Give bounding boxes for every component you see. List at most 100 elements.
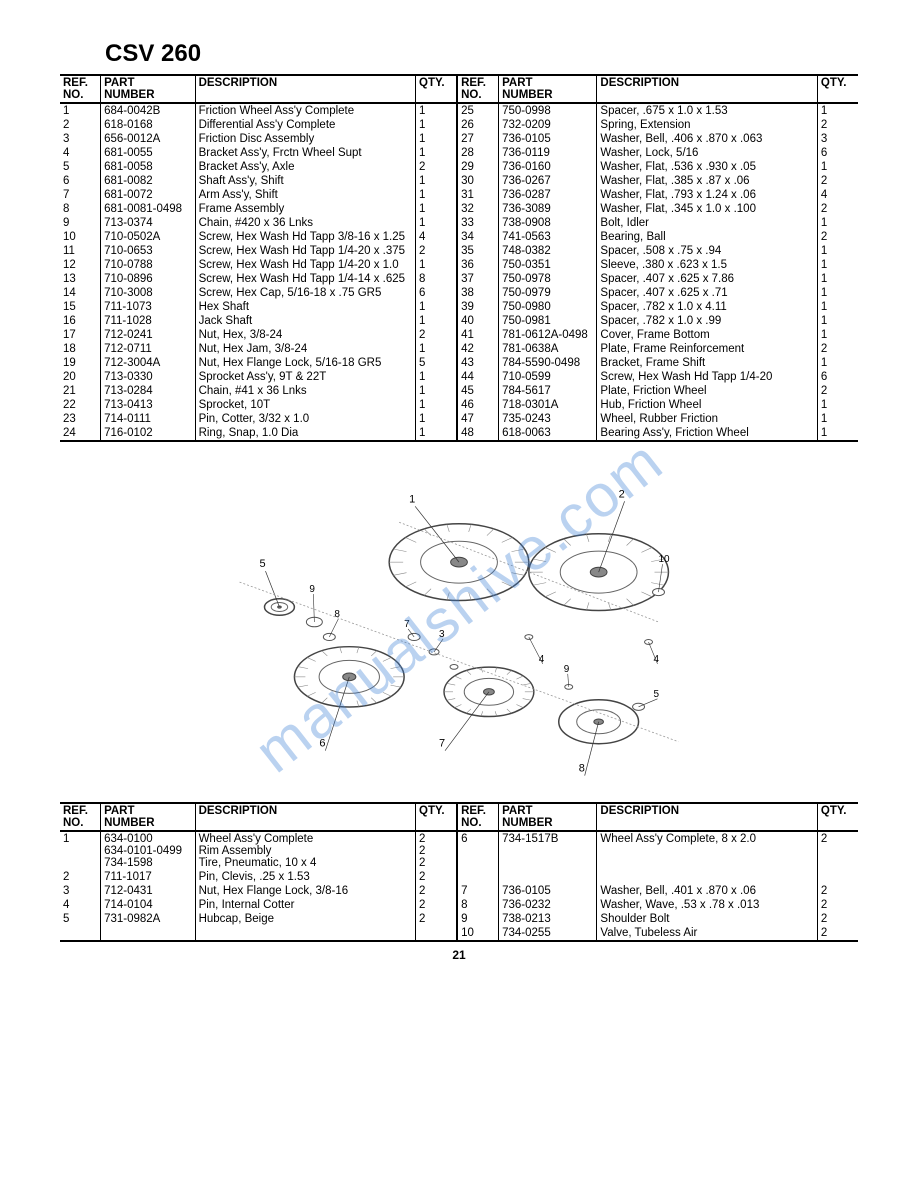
cell-desc: Sleeve, .380 x .623 x 1.5 [597, 258, 817, 272]
cell-qty: 2 [416, 898, 458, 912]
cell-desc: Bracket Ass'y, Axle [195, 160, 415, 174]
cell-qty: 1 [817, 216, 858, 230]
cell-ref: 20 [60, 370, 101, 384]
cell-desc: Sprocket, 10T [195, 398, 415, 412]
table-row: 10734-0255Valve, Tubeless Air2 [60, 926, 858, 941]
cell-qty: 1 [416, 118, 458, 132]
cell-ref: 28 [457, 146, 499, 160]
table-row: 7681-0072Arm Ass'y, Shift131736-0287Wash… [60, 188, 858, 202]
cell-part: 736-0160 [499, 160, 597, 174]
cell-qty: 2 [817, 898, 858, 912]
cell-desc: Pin, Internal Cotter [195, 898, 415, 912]
cell-ref: 35 [457, 244, 499, 258]
cell-qty: 1 [817, 314, 858, 328]
cell-part: 710-0653 [101, 244, 196, 258]
cell-ref [457, 870, 499, 884]
cell-qty: 1 [416, 412, 458, 426]
cell-ref: 7 [60, 188, 101, 202]
cell-desc: Hub, Friction Wheel [597, 398, 817, 412]
th-ref2: REF.NO. [457, 75, 499, 103]
cell-qty: 2 [817, 926, 858, 941]
cell-part: 781-0612A-0498 [499, 328, 597, 342]
th-part2: PARTNUMBER [499, 75, 597, 103]
cell-ref: 1 [60, 831, 101, 870]
cell-part: 736-0287 [499, 188, 597, 202]
svg-text:4: 4 [654, 654, 660, 665]
cell-part: 656-0012A [101, 132, 196, 146]
svg-text:4: 4 [539, 654, 545, 665]
cell-qty: 1 [416, 132, 458, 146]
cell-desc: Wheel, Rubber Friction [597, 412, 817, 426]
cell-ref: 38 [457, 286, 499, 300]
table-row: 22713-0413Sprocket, 10T146718-0301AHub, … [60, 398, 858, 412]
parts-table-2: REF.NO. PARTNUMBER DESCRIPTION QTY. REF.… [60, 802, 858, 942]
cell-part: 736-0232 [499, 898, 597, 912]
cell-part: 750-0979 [499, 286, 597, 300]
cell-ref: 31 [457, 188, 499, 202]
svg-text:7: 7 [404, 619, 410, 630]
cell-qty: 1 [416, 174, 458, 188]
table-row: 15711-1073Hex Shaft139750-0980Spacer, .7… [60, 300, 858, 314]
cell-ref: 45 [457, 384, 499, 398]
cell-qty: 1 [416, 384, 458, 398]
cell-qty: 2 [416, 244, 458, 258]
cell-ref: 48 [457, 426, 499, 441]
cell-desc: Sprocket Ass'y, 9T & 22T [195, 370, 415, 384]
cell-part: 714-0104 [101, 898, 196, 912]
cell-qty: 1 [817, 412, 858, 426]
parts-table-1: REF.NO. PARTNUMBER DESCRIPTION QTY. REF.… [60, 74, 858, 442]
cell-qty: 1 [817, 328, 858, 342]
cell-ref: 40 [457, 314, 499, 328]
cell-ref: 43 [457, 356, 499, 370]
cell-desc: Washer, Flat, .385 x .87 x .06 [597, 174, 817, 188]
table-row: 10710-0502AScrew, Hex Wash Hd Tapp 3/8-1… [60, 230, 858, 244]
cell-part: 718-0301A [499, 398, 597, 412]
cell-part: 681-0058 [101, 160, 196, 174]
cell-desc: Washer, Flat, .536 x .930 x .05 [597, 160, 817, 174]
cell-desc: Spacer, .407 x .625 x .71 [597, 286, 817, 300]
cell-desc: Screw, Hex Wash Hd Tapp 3/8-16 x 1.25 [195, 230, 415, 244]
cell-qty: 1 [817, 160, 858, 174]
cell-ref: 36 [457, 258, 499, 272]
cell-ref: 47 [457, 412, 499, 426]
cell-qty: 1 [416, 300, 458, 314]
cell-part: 736-0105 [499, 884, 597, 898]
cell-part: 750-0981 [499, 314, 597, 328]
th-qty2: QTY. [817, 803, 858, 831]
cell-desc: Valve, Tubeless Air [597, 926, 817, 941]
cell-desc: Plate, Friction Wheel [597, 384, 817, 398]
th-qty2: QTY. [817, 75, 858, 103]
cell-qty: 1 [817, 244, 858, 258]
table-row: 18712-0711Nut, Hex Jam, 3/8-24142781-063… [60, 342, 858, 356]
cell-qty: 1 [817, 103, 858, 118]
cell-desc: Spacer, .508 x .75 x .94 [597, 244, 817, 258]
cell-ref: 42 [457, 342, 499, 356]
cell-part: 713-0374 [101, 216, 196, 230]
cell-desc: Cover, Frame Bottom [597, 328, 817, 342]
cell-ref: 37 [457, 272, 499, 286]
cell-ref: 5 [60, 912, 101, 926]
cell-part: 713-0413 [101, 398, 196, 412]
cell-qty: 5 [416, 356, 458, 370]
table-row: 5681-0058Bracket Ass'y, Axle229736-0160W… [60, 160, 858, 174]
svg-text:8: 8 [579, 763, 585, 775]
cell-part [101, 926, 196, 941]
cell-ref: 24 [60, 426, 101, 441]
cell-desc: Bolt, Idler [597, 216, 817, 230]
cell-desc: Washer, Lock, 5/16 [597, 146, 817, 160]
cell-part: 710-0788 [101, 258, 196, 272]
cell-ref: 10 [457, 926, 499, 941]
svg-text:2: 2 [619, 488, 625, 500]
cell-desc: Bearing, Ball [597, 230, 817, 244]
cell-desc: Differential Ass'y Complete [195, 118, 415, 132]
cell-part: 741-0563 [499, 230, 597, 244]
table-row: 11710-0653Screw, Hex Wash Hd Tapp 1/4-20… [60, 244, 858, 258]
cell-desc: Nut, Hex Flange Lock, 3/8-16 [195, 884, 415, 898]
svg-text:1: 1 [409, 493, 415, 505]
cell-part: 784-5617 [499, 384, 597, 398]
cell-part: 750-0978 [499, 272, 597, 286]
cell-ref: 9 [60, 216, 101, 230]
cell-desc: Screw, Hex Cap, 5/16-18 x .75 GR5 [195, 286, 415, 300]
cell-desc: Jack Shaft [195, 314, 415, 328]
cell-qty: 6 [817, 146, 858, 160]
